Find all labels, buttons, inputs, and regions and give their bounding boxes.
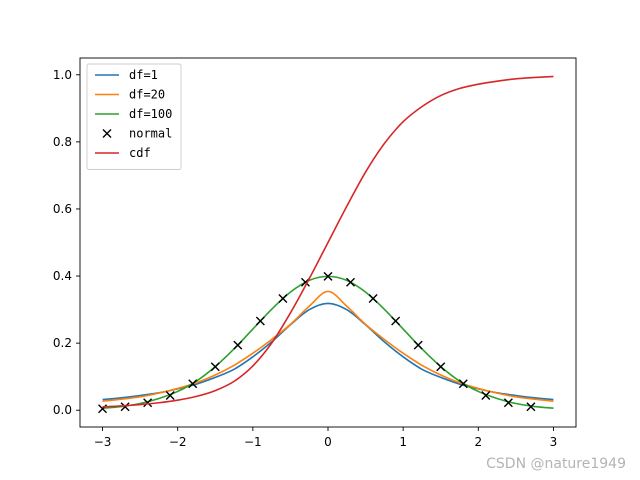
marker-stroke <box>323 271 333 281</box>
legend-entry-df-20: df=20 <box>95 88 165 102</box>
series-marker-normal <box>188 379 198 389</box>
series-marker-normal <box>368 293 378 303</box>
axes: −3 −2 −1 0 1 2 3 0.0 0.2 0.4 0.6 0.8 1.0 <box>53 57 577 449</box>
x-tick-label: −1 <box>244 435 262 449</box>
y-tick-label: 1.0 <box>53 68 72 82</box>
legend-swatch <box>102 129 112 138</box>
marker-stroke <box>436 362 446 372</box>
marker-stroke <box>233 340 243 350</box>
series-line-cdf <box>102 75 554 408</box>
marker-stroke <box>458 379 468 389</box>
y-tick-label: 0.2 <box>53 336 72 350</box>
series-marker-normal <box>436 362 446 372</box>
marker-stroke <box>526 402 536 412</box>
series-marker-normal <box>210 362 220 372</box>
marker-stroke <box>255 316 265 326</box>
legend-entry-cdf: cdf <box>95 146 151 160</box>
series-marker-normal <box>413 340 423 350</box>
series-marker-normal <box>323 271 333 281</box>
legend: df=1 df=20 df=100 normal cdf <box>86 63 182 170</box>
legend-entry-normal: normal <box>102 127 172 141</box>
series-line-df-20 <box>102 290 554 402</box>
series-marker-normal <box>278 293 288 303</box>
series-marker-normal <box>346 277 356 287</box>
marker-stroke <box>165 390 175 400</box>
marker-stroke <box>346 277 356 287</box>
legend-label: normal <box>129 127 172 141</box>
watermark-text: CSDN @nature1949 <box>486 456 626 472</box>
series-marker-normal <box>458 379 468 389</box>
series-marker-normal <box>255 316 265 326</box>
marker-stroke <box>120 402 130 412</box>
marker-stroke <box>481 390 491 400</box>
x-tick-label: −2 <box>169 435 187 449</box>
y-tick-label: 0.8 <box>53 135 72 149</box>
legend-entry-df-1: df=1 <box>95 68 158 82</box>
series-marker-normal <box>165 390 175 400</box>
series-marker-normal <box>481 390 491 400</box>
plot-area <box>98 75 554 414</box>
legend-label: cdf <box>129 146 151 160</box>
marker-stroke <box>503 398 513 408</box>
marker-stroke <box>188 379 198 389</box>
x-tick-label: 0 <box>324 435 332 449</box>
series-marker-normal <box>120 402 130 412</box>
legend-label: df=100 <box>129 107 172 121</box>
x-tick-label: 3 <box>550 435 558 449</box>
x-tick-label: 2 <box>474 435 482 449</box>
series-marker-normal <box>503 398 513 408</box>
x-tick-label: −3 <box>94 435 112 449</box>
marker-stroke <box>391 316 401 326</box>
legend-label: df=1 <box>129 68 158 82</box>
y-tick-label: 0.4 <box>53 269 72 283</box>
marker-stroke <box>143 398 153 408</box>
marker-stroke <box>413 340 423 350</box>
series-marker-normal <box>391 316 401 326</box>
legend-entry-df-100: df=100 <box>95 107 172 121</box>
x-tick-label: 1 <box>399 435 407 449</box>
marker-stroke <box>368 293 378 303</box>
marker-stroke <box>278 293 288 303</box>
legend-label: df=20 <box>129 88 165 102</box>
y-tick-label: 0.6 <box>53 202 72 216</box>
series-marker-normal <box>526 402 536 412</box>
marker-stroke <box>210 362 220 372</box>
legend-box <box>86 63 182 170</box>
series-marker-normal <box>233 340 243 350</box>
y-tick-label: 0.0 <box>53 403 72 417</box>
series-marker-normal <box>143 398 153 408</box>
